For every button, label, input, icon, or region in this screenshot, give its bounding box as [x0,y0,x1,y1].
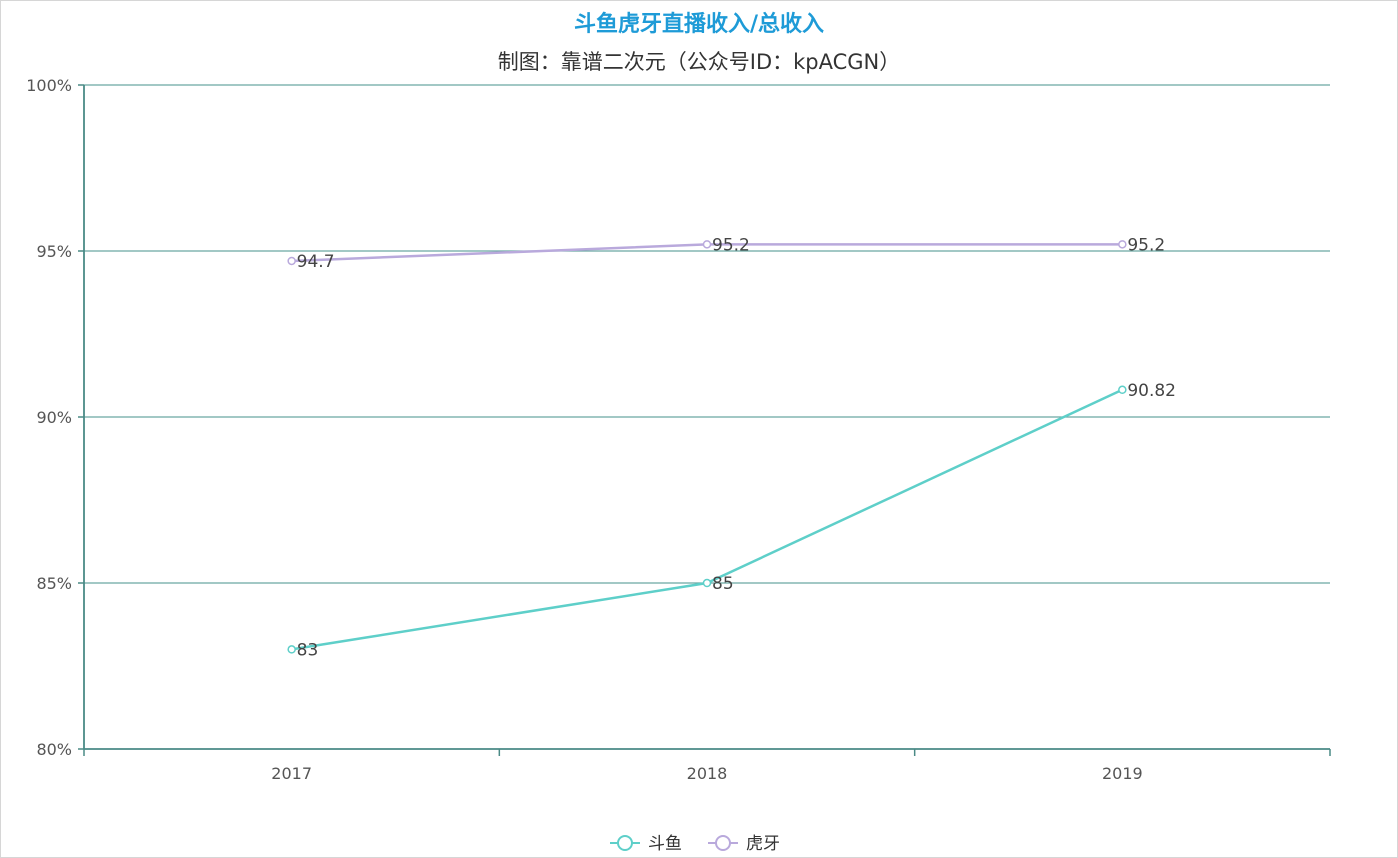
legend-marker [715,835,731,851]
data-point [287,645,296,654]
legend-marker [617,835,633,851]
x-tick-label: 2017 [271,764,312,783]
data-label: 95.2 [712,235,750,255]
y-tick-label: 80% [36,740,72,759]
data-label: 83 [297,640,319,660]
data-point [1118,385,1127,395]
y-tick-label: 95% [36,242,72,261]
data-label: 90.82 [1127,381,1176,401]
series-line [291,388,1123,651]
data-point [287,256,296,266]
data-point [702,578,712,588]
data-label: 95.2 [1127,235,1165,255]
chart-title: 斗鱼虎牙直播收入/总收入 [573,12,825,37]
data-label: 94.7 [297,252,335,272]
y-tick-label: 90% [36,408,72,427]
chart-subtitle: 制图：靠谱二次元（公众号ID：kpACGN） [497,50,901,74]
legend-label: 斗鱼 [648,834,682,854]
y-tick-label: 85% [36,574,72,593]
y-tick-label: 100% [26,76,72,95]
data-point [702,240,712,249]
legend-label: 虎牙 [746,834,780,854]
data-point [1118,240,1127,249]
x-tick-label: 2018 [687,764,728,783]
data-label: 85 [712,574,734,594]
x-tick-label: 2019 [1102,764,1143,783]
